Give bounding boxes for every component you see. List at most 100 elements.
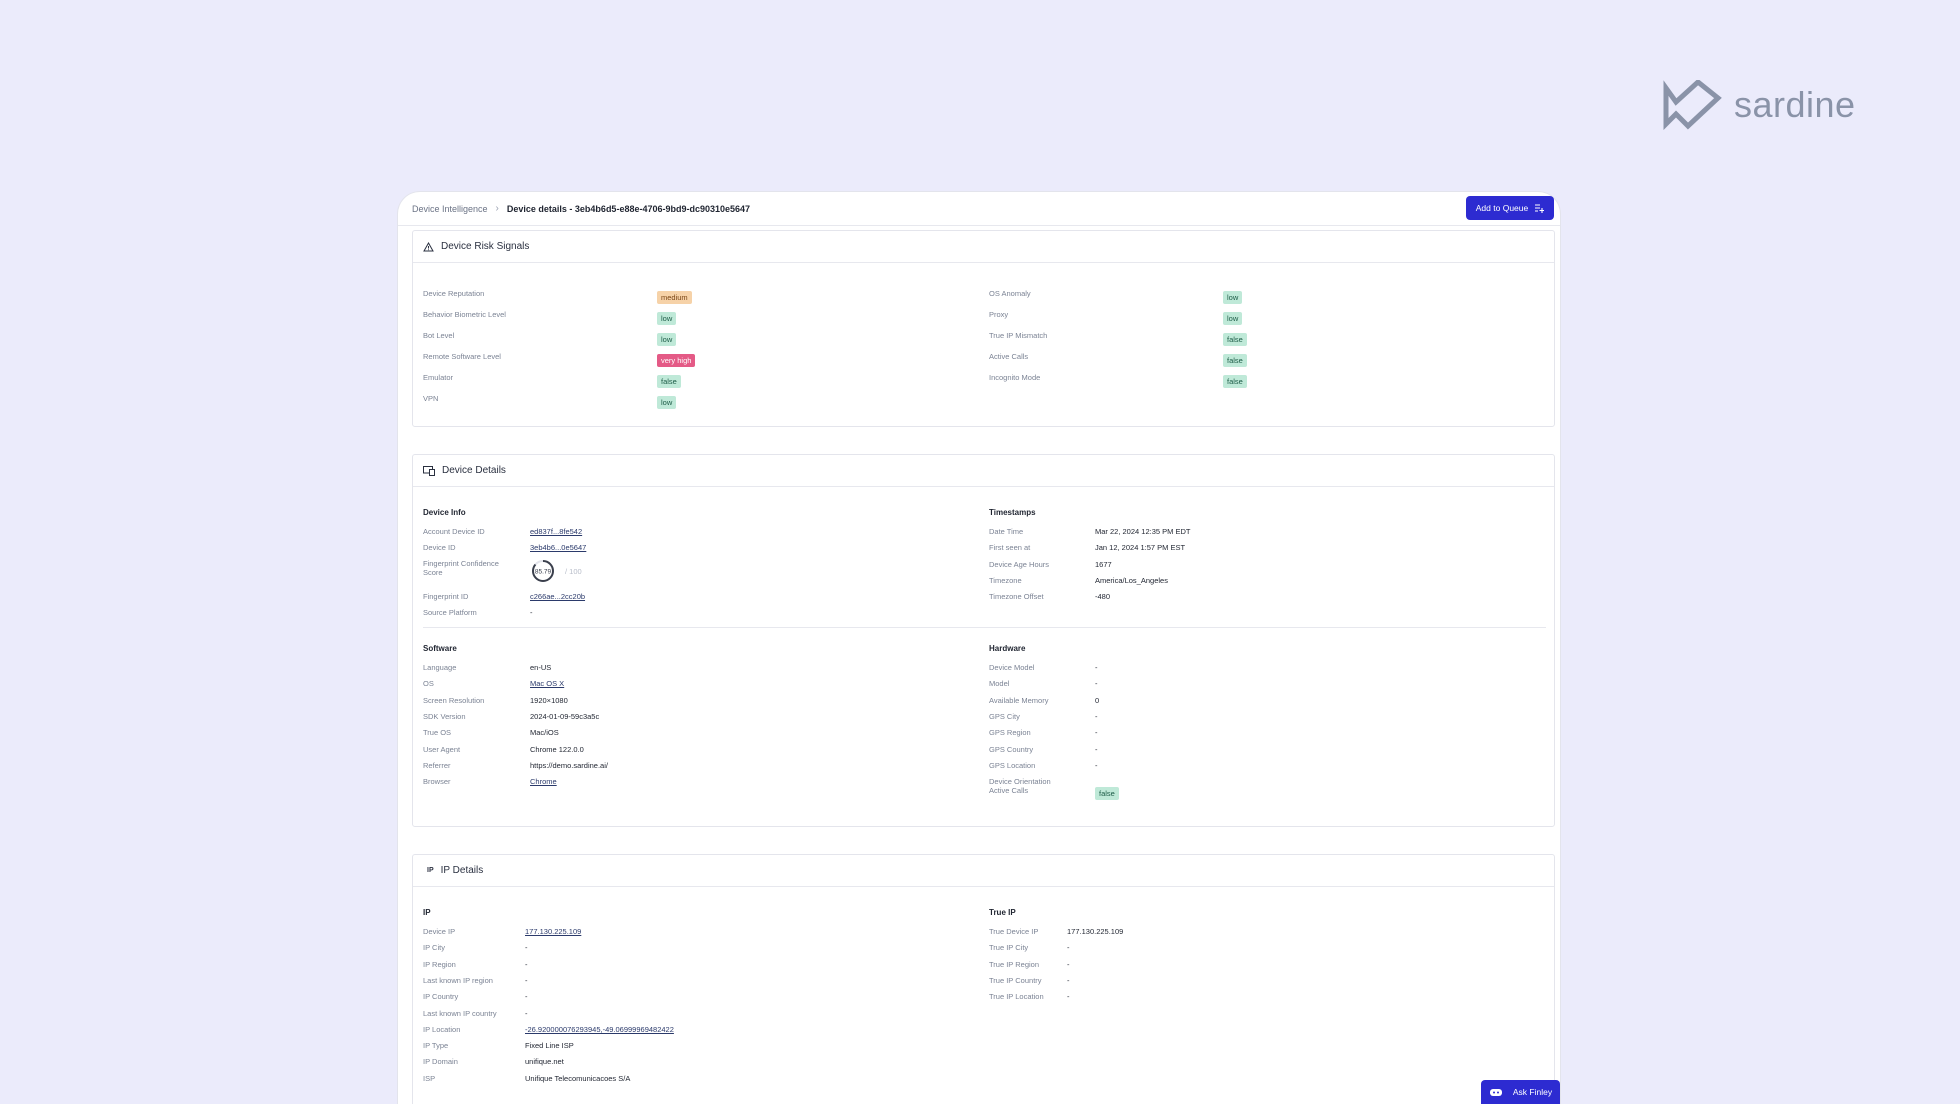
risk-signal-badge: false: [1223, 354, 1247, 367]
software-label: True OS: [423, 728, 452, 738]
software-value: 1920×1080: [530, 695, 568, 705]
ip-icon: IP: [427, 867, 434, 874]
device-id-label: Device ID: [423, 543, 456, 552]
hardware-active-calls-badge: false: [1095, 787, 1119, 800]
account-device-id-label: Account Device ID: [423, 527, 485, 536]
fingerprint-id-link[interactable]: c266ae...2cc20b: [530, 592, 586, 601]
device-id-link[interactable]: 3eb4b6...0e5647: [530, 543, 587, 552]
ip-value-link[interactable]: -26.920000076293945,-49.06999969482422: [525, 1024, 674, 1034]
risk-signal-badge: very high: [657, 354, 696, 367]
devices-icon: [423, 465, 435, 476]
ip-label: IP Domain: [423, 1057, 458, 1067]
software-value: Mac/iOS: [530, 728, 559, 738]
hardware-value: -: [1095, 728, 1098, 738]
ip-value: -: [525, 1008, 528, 1018]
risk-signal-badge: medium: [657, 291, 692, 304]
fingerprint-score-max: / 100: [565, 567, 582, 576]
risk-signal-label: Device Reputation: [423, 289, 485, 298]
risk-signal-label: Incognito Mode: [989, 373, 1041, 382]
risk-signal-label: Behavior Biometric Level: [423, 310, 506, 319]
hardware-value: -: [1095, 663, 1098, 672]
hardware-value: -: [1095, 760, 1098, 770]
software-value-link[interactable]: Chrome: [530, 777, 557, 787]
software-label: User Agent: [423, 744, 461, 754]
hardware-label: GPS Region: [989, 728, 1031, 738]
hardware-label: GPS Country: [989, 744, 1034, 754]
ip-details-title: IP Details: [440, 865, 484, 876]
ip-label: Last known IP region: [423, 975, 493, 985]
breadcrumb-device-intelligence[interactable]: Device Intelligence: [412, 203, 488, 214]
ip-details-section: IP IP Details IP Device IP 177.130.225.10…: [412, 854, 1555, 1104]
software-heading: Software: [423, 644, 457, 653]
true-ip-value: 177.130.225.109: [1067, 927, 1124, 936]
details-divider: [423, 627, 1546, 628]
timestamp-value: America/Los_Angeles: [1095, 575, 1168, 585]
hardware-heading: Hardware: [989, 644, 1026, 653]
true-ip-label: True IP City: [989, 943, 1029, 953]
risk-signal-badge: low: [657, 396, 677, 409]
ip-value: -: [525, 975, 528, 985]
ip-label: IP Country: [423, 992, 459, 1002]
brand-name: sardine: [1734, 84, 1856, 125]
risk-signals-section: Device Risk Signals Device Reputation med…: [412, 230, 1555, 427]
risk-signal-badge: false: [1223, 333, 1247, 346]
hardware-value: -: [1095, 711, 1098, 721]
timestamp-label: Timezone: [989, 575, 1022, 585]
risk-signal-label: True IP Mismatch: [989, 331, 1048, 340]
timestamp-label: Device Age Hours: [989, 559, 1050, 569]
software-label: Browser: [423, 777, 451, 787]
ip-label: IP Region: [423, 959, 456, 969]
ip-label: Last known IP country: [423, 1008, 497, 1018]
device-details-title: Device Details: [442, 465, 506, 476]
ip-value: -: [525, 943, 528, 953]
ip-value: -: [525, 992, 528, 1002]
software-value: en-US: [530, 663, 552, 672]
risk-signal-label: Active Calls: [989, 352, 1029, 361]
ip-value: unifique.net: [525, 1057, 564, 1067]
fingerprint-score-value: 85.79: [535, 568, 552, 575]
true-ip-label: True IP Location: [989, 992, 1044, 1002]
software-label: Language: [423, 663, 457, 672]
timestamp-label: Date Time: [989, 527, 1024, 536]
risk-signal-label: VPN: [423, 394, 439, 403]
true-ip-value: -: [1067, 943, 1070, 953]
timestamp-value: Mar 22, 2024 12:35 PM EDT: [1095, 527, 1191, 536]
source-platform-value: -: [530, 608, 533, 617]
timestamp-value: Jan 12, 2024 1:57 PM EST: [1095, 543, 1186, 553]
add-to-queue-button[interactable]: Add to Queue: [1466, 196, 1554, 220]
queue-add-icon: [1535, 204, 1545, 213]
software-label: OS: [423, 679, 434, 689]
hardware-value: -: [1095, 679, 1098, 689]
true-ip-value: -: [1067, 975, 1070, 985]
risk-signal-badge: low: [657, 333, 677, 346]
fingerprint-id-label: Fingerprint ID: [423, 592, 469, 601]
software-label: Referrer: [423, 760, 451, 770]
ask-finley-label: Ask Finley: [1512, 1087, 1553, 1097]
hardware-label: GPS Location: [989, 760, 1036, 770]
timestamp-value: 1677: [1095, 559, 1112, 569]
software-value: 2024-01-09-59c3a5c: [530, 711, 600, 721]
timestamp-value: -480: [1095, 592, 1111, 602]
software-value-link[interactable]: Mac OS X: [530, 679, 565, 689]
ip-label: IP Type: [423, 1041, 449, 1051]
fingerprint-score-label: Fingerprint Confidence: [423, 559, 499, 568]
software-label: Screen Resolution: [423, 695, 485, 705]
device-info-heading: Device Info: [423, 508, 466, 517]
ip-value: -: [525, 959, 528, 969]
hardware-label: Available Memory: [989, 695, 1049, 705]
risk-signal-badge: false: [1223, 375, 1247, 388]
risk-signals-title: Device Risk Signals: [441, 241, 530, 252]
add-to-queue-label: Add to Queue: [1475, 203, 1529, 213]
warning-icon: [423, 241, 434, 251]
account-device-id-link[interactable]: ed837f...8fe542: [530, 527, 583, 536]
source-platform-label: Source Platform: [423, 608, 477, 617]
sardine-logo-icon: [1663, 80, 1722, 130]
software-value: Chrome 122.0.0: [530, 744, 584, 754]
ask-finley-button[interactable]: Ask Finley: [1481, 1080, 1560, 1104]
ip-value-link[interactable]: 177.130.225.109: [525, 927, 582, 936]
ip-label: IP Location: [423, 1024, 461, 1034]
robot-icon: [1489, 1088, 1502, 1096]
risk-signal-badge: false: [657, 375, 681, 388]
risk-signal-badge: low: [657, 312, 677, 325]
device-details-card: Device Intelligence › Device details - 3…: [398, 192, 1560, 1104]
